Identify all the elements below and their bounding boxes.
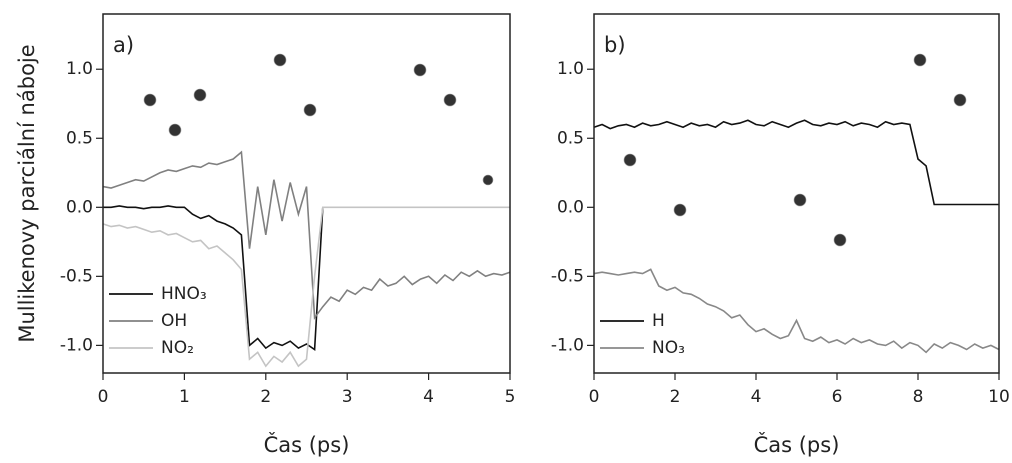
x-tick-label: 0 [98, 387, 109, 407]
x-tick-label: 2 [260, 387, 271, 407]
series-line [102, 150, 511, 321]
y-tick-label: -1.0 [60, 335, 93, 355]
y-tick-label: 0.0 [66, 197, 93, 217]
molecule-decor [143, 53, 967, 247]
y-tick-label: 0.5 [557, 128, 584, 148]
plot-frame [593, 13, 1000, 374]
y-tick-label: 0.5 [66, 128, 93, 148]
x-tick-label: 6 [832, 387, 843, 407]
plot-frame [102, 13, 511, 374]
x-axis-title: Čas (ps) [264, 432, 350, 457]
legend-label: OH [161, 311, 187, 331]
y-tick-label: -1.0 [551, 335, 584, 355]
x-tick-label: 5 [505, 387, 516, 407]
series-line [593, 268, 1000, 354]
x-tick-label: 1 [179, 387, 190, 407]
x-tick-label: 2 [670, 387, 681, 407]
panel-label: b) [604, 33, 626, 57]
y-tick-label: 1.0 [66, 59, 93, 79]
y-axis-title: Mullikenovy parciální náboje [15, 44, 39, 342]
panel-label: a) [113, 33, 134, 57]
y-tick-label: 0.0 [557, 197, 584, 217]
series-line [593, 119, 999, 206]
x-tick-label: 0 [589, 387, 600, 407]
series-line [103, 205, 324, 351]
y-tick-label: 1.0 [557, 59, 584, 79]
x-tick-label: 8 [913, 387, 924, 407]
legend-label: H [652, 311, 665, 331]
legend-label: NO₂ [161, 338, 194, 358]
series-line [102, 206, 510, 368]
y-tick-label: -0.5 [551, 266, 584, 286]
x-tick-label: 4 [751, 387, 762, 407]
x-tick-label: 4 [423, 387, 434, 407]
x-tick-label: 10 [988, 387, 1010, 407]
x-tick-label: 3 [342, 387, 353, 407]
y-tick-label: -0.5 [60, 266, 93, 286]
legend-label: HNO₃ [161, 284, 207, 304]
legend-label: NO₃ [652, 338, 685, 358]
x-axis-title: Čas (ps) [754, 432, 840, 457]
